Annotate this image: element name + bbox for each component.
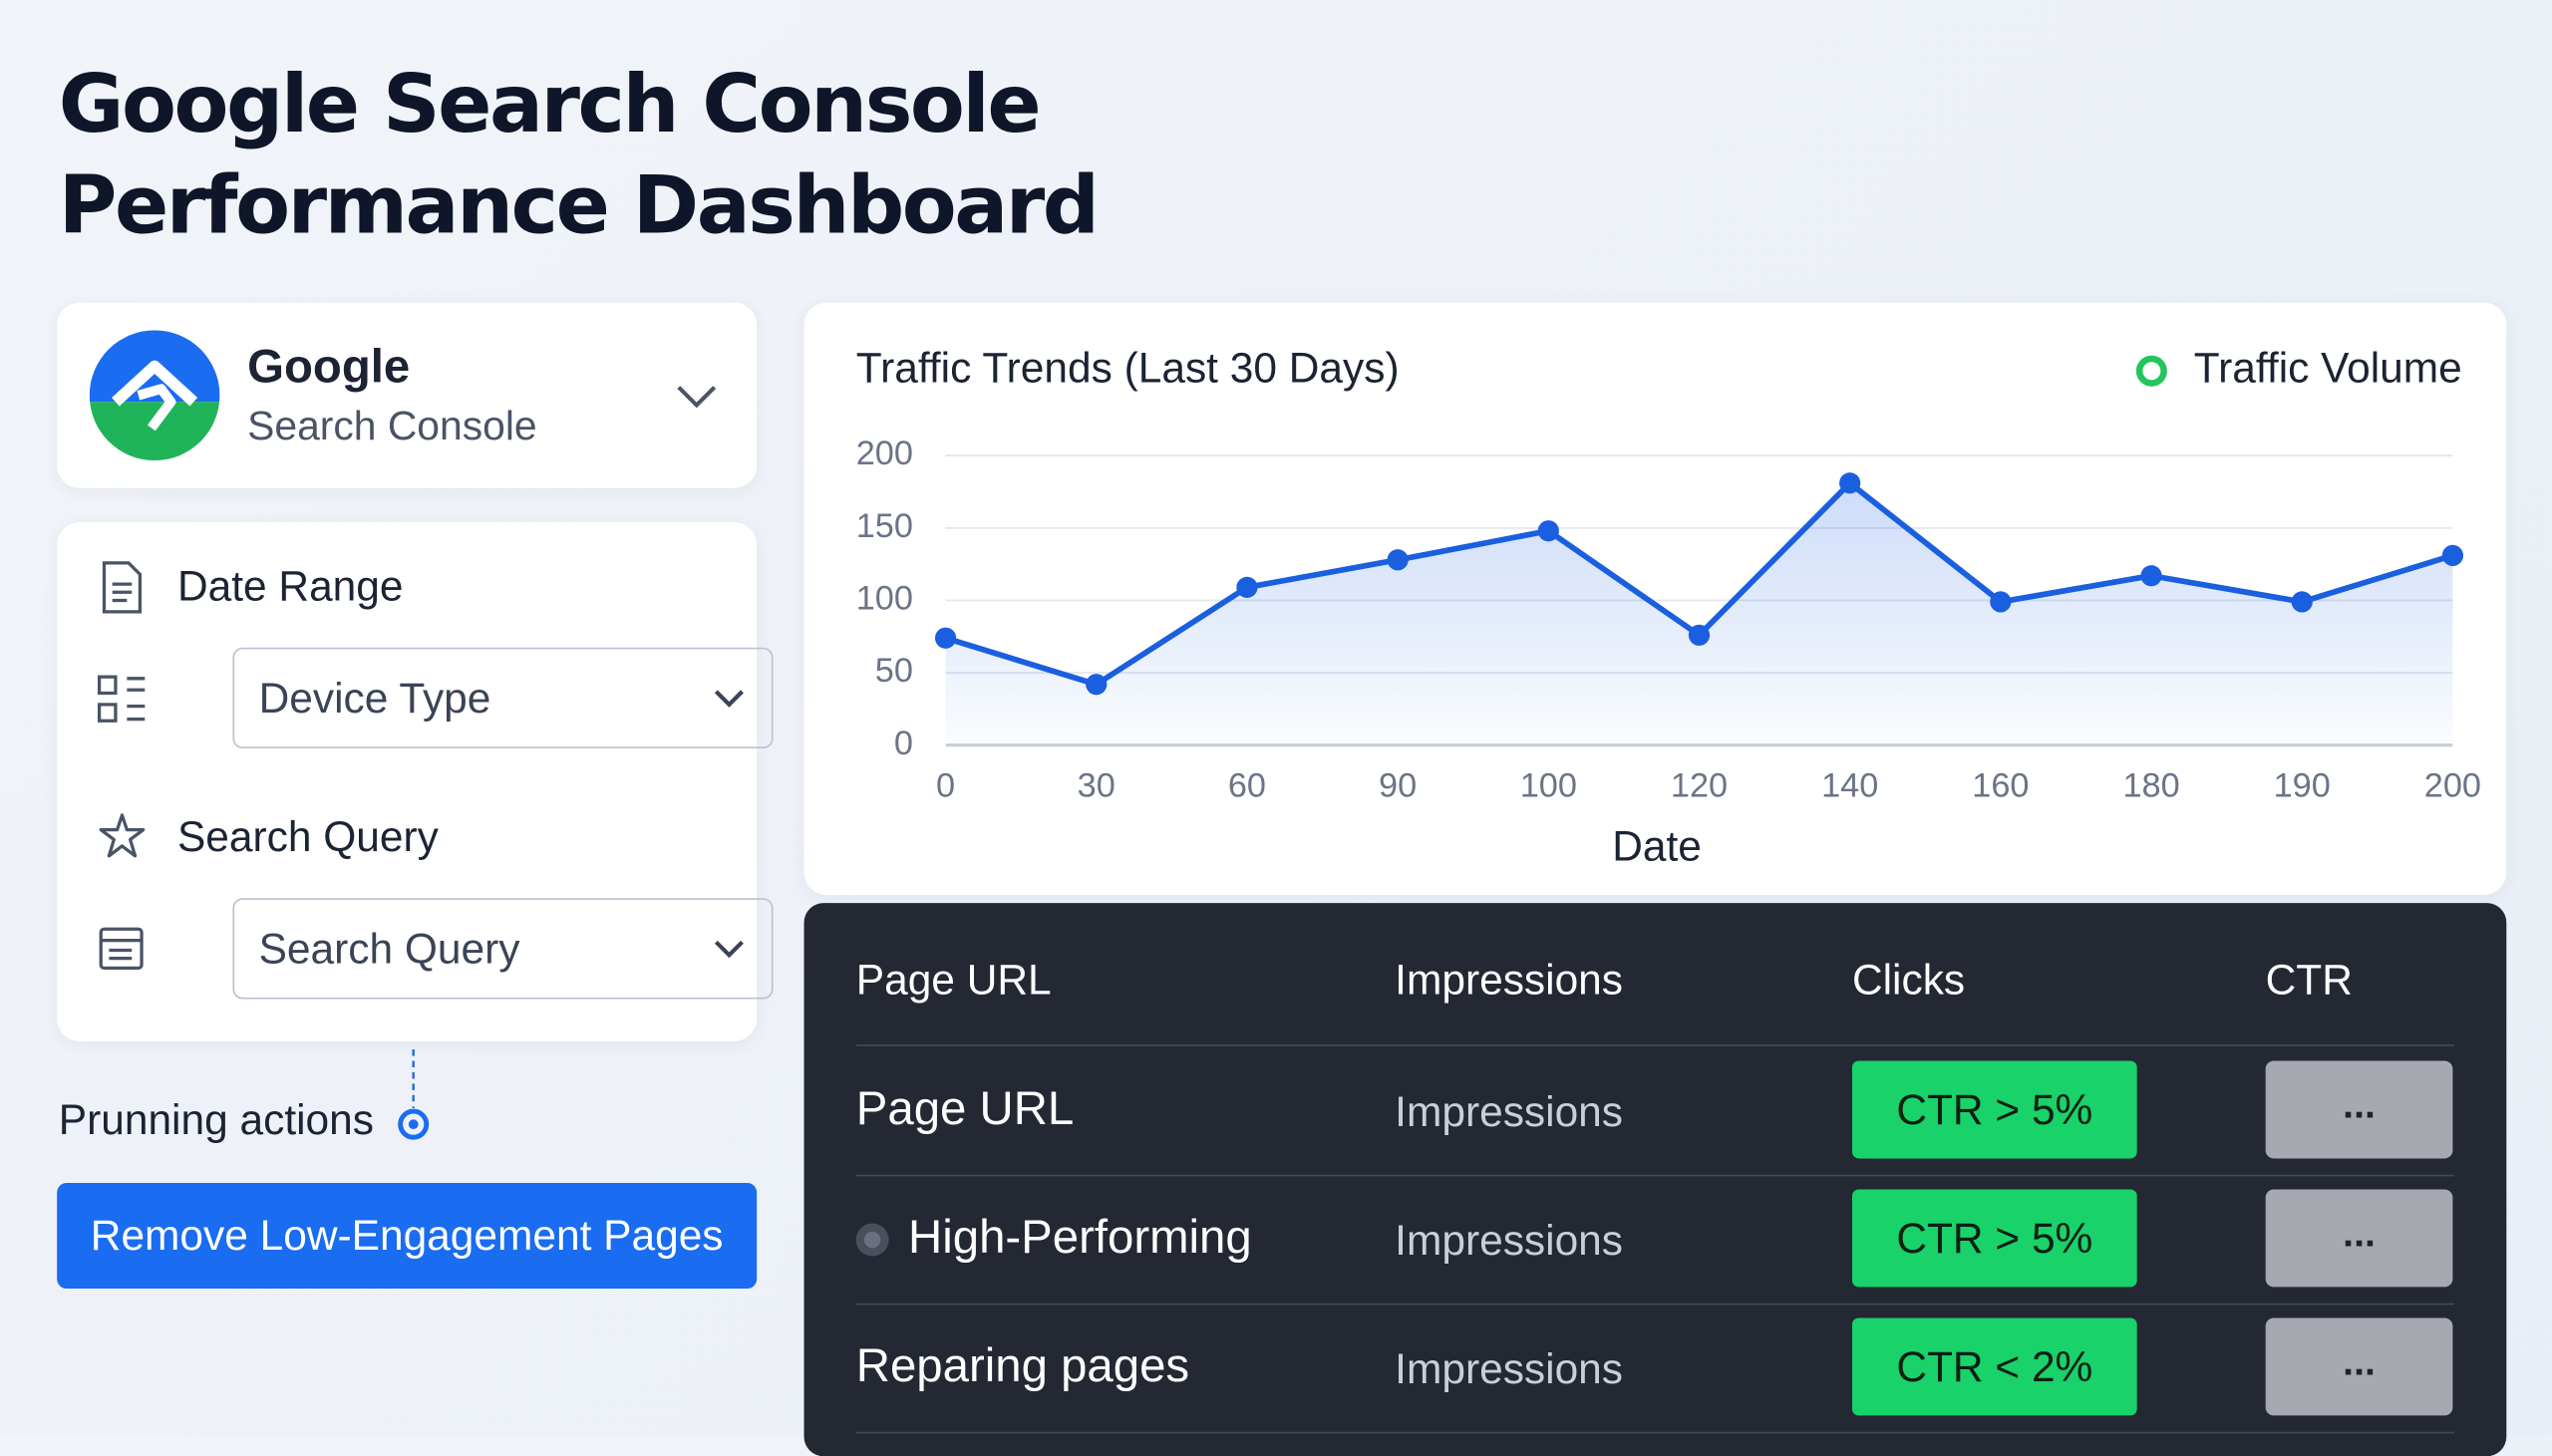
action-button[interactable]: Remove Low-Engagement Pages [57, 1182, 758, 1290]
point [1236, 576, 1258, 598]
x-axis-label: Date [1612, 822, 1702, 869]
chart-title: Traffic Trends (Last 30 Days) [856, 344, 1400, 391]
point [1086, 674, 1108, 696]
page-name: High-Performing [908, 1212, 1252, 1265]
impressions: Impressions [1395, 1343, 1624, 1393]
actions-label: Prunning actions [58, 1094, 374, 1144]
device-select[interactable]: Device Type [232, 647, 774, 749]
column-header: Impressions [1395, 955, 1624, 1005]
y-tick-label: 50 [875, 652, 913, 690]
more-button[interactable]: ... [2265, 1317, 2453, 1416]
search-select[interactable]: Search Query [232, 898, 774, 1000]
page-name: Page URL [855, 1083, 1075, 1136]
chevron [677, 386, 717, 409]
legend-label: Traffic Volume [2194, 344, 2462, 391]
pages-table: Page URL Impressions Clicks CTR Page URL Imp… [803, 903, 2507, 1456]
x-tick-label: 0 [936, 766, 955, 804]
select-value: Search Query [258, 924, 520, 974]
ctr-badge: CTR < 2% [1851, 1317, 2137, 1416]
y-tick-label: 0 [894, 725, 913, 762]
legend-marker [2135, 355, 2167, 387]
x-tick-label: 120 [1671, 766, 1728, 804]
title-line: Performance Dashboard [58, 159, 1100, 253]
grid-icon [97, 675, 146, 723]
star-icon [99, 813, 146, 858]
point [2140, 565, 2162, 587]
row-divider [855, 1431, 2455, 1434]
filters-card: Date Range Device Type Search Query Sear… [57, 522, 774, 1041]
x-tick-label: 200 [2424, 766, 2481, 804]
point [1990, 591, 2012, 613]
y-tick-label: 200 [856, 435, 913, 472]
point [934, 627, 957, 649]
x-tick-label: 140 [1821, 766, 1878, 804]
x-tick-label: 100 [1520, 766, 1577, 804]
ctr-badge: CTR > 5% [1851, 1060, 2137, 1159]
brand-card[interactable]: Google Search Console [57, 302, 758, 488]
row-divider [855, 1174, 2455, 1177]
x-tick-label: 160 [1972, 766, 2029, 804]
brand-product: Search Console [247, 403, 537, 449]
area [945, 482, 2453, 745]
title-line: Google Search Console [58, 58, 1042, 151]
date-range-label: Date Range [176, 561, 404, 611]
column-header: Clicks [1851, 955, 1966, 1005]
chart: Traffic Trends (Last 30 Days) Date 0 50 10… [856, 344, 2481, 869]
x-tick-label: 60 [1228, 766, 1266, 804]
point [1387, 549, 1409, 571]
point [1537, 520, 1559, 542]
point [2441, 544, 2464, 567]
x-tick-label: 180 [2122, 766, 2179, 804]
point [1688, 624, 1711, 646]
status-dot [855, 1223, 889, 1257]
ctr-badge: CTR > 5% [1851, 1189, 2137, 1288]
form-icon [99, 927, 144, 971]
point [2291, 591, 2313, 613]
chart-card: Traffic Trends (Last 30 Days) Date 0 50 10… [803, 302, 2507, 895]
chevron [714, 690, 744, 708]
page-name: Reparing pages [855, 1340, 1190, 1393]
row-divider [855, 1303, 2455, 1306]
y-tick-label: 150 [856, 507, 913, 545]
x-tick-label: 30 [1078, 766, 1116, 804]
page-title: Google Search Console Performance Dashbo… [58, 56, 1100, 257]
brand-name: Google [247, 341, 411, 395]
point [1839, 472, 1861, 494]
x-tick-label: 90 [1379, 766, 1417, 804]
more-button[interactable]: ... [2265, 1060, 2453, 1159]
row-divider [855, 1044, 2455, 1046]
doc-icon [102, 561, 143, 614]
brand-logo [89, 330, 220, 461]
impressions: Impressions [1395, 1086, 1624, 1136]
impressions: Impressions [1395, 1215, 1624, 1265]
more-button[interactable]: ... [2265, 1189, 2453, 1288]
y-tick-label: 100 [856, 580, 913, 618]
search-query-label: Search Query [176, 811, 439, 861]
column-header: Page URL [855, 955, 1052, 1005]
column-header: CTR [2265, 955, 2353, 1005]
chevron [714, 940, 744, 959]
connector [398, 1049, 430, 1140]
select-value: Device Type [258, 673, 491, 723]
x-tick-label: 190 [2274, 766, 2331, 804]
